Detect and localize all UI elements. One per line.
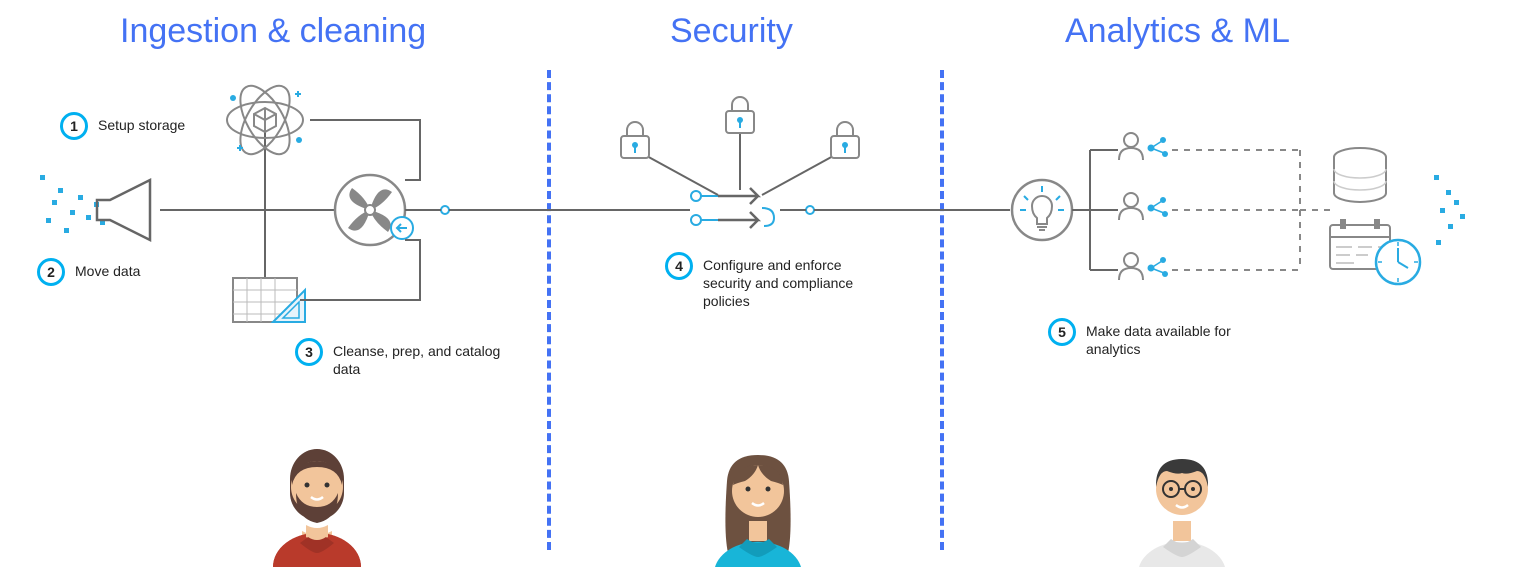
step-badge: 1 — [60, 112, 88, 140]
lock-icon-2 — [726, 97, 754, 133]
step-4: 4 Configure and enforce security and com… — [665, 252, 883, 311]
step-badge: 4 — [665, 252, 693, 280]
step-label: Move data — [75, 258, 140, 280]
step-label: Cleanse, prep, and catalog data — [333, 338, 513, 378]
step-3: 3 Cleanse, prep, and catalog data — [295, 338, 513, 378]
lock-icon-1 — [621, 122, 649, 158]
user-network-icon-3 — [1119, 253, 1168, 280]
step-label: Make data available for analytics — [1086, 318, 1266, 358]
funnel-icon — [97, 180, 150, 240]
step-2: 2 Move data — [37, 258, 140, 286]
step-1: 1 Setup storage — [60, 112, 185, 140]
blueprint-icon — [233, 278, 305, 322]
fan-icon — [335, 175, 413, 245]
step-badge: 5 — [1048, 318, 1076, 346]
data-particles-icon — [40, 175, 105, 233]
persona-engineer — [262, 427, 372, 567]
output-particles-icon — [1434, 175, 1465, 245]
lock-icon-3 — [831, 122, 859, 158]
step-5: 5 Make data available for analytics — [1048, 318, 1266, 358]
step-badge: 3 — [295, 338, 323, 366]
step-label: Setup storage — [98, 112, 185, 134]
lightbulb-icon — [1012, 180, 1072, 240]
persona-security — [703, 427, 813, 567]
user-network-icon-2 — [1119, 193, 1168, 220]
persona-analyst — [1127, 427, 1237, 567]
step-badge: 2 — [37, 258, 65, 286]
step-label: Configure and enforce security and compl… — [703, 252, 883, 311]
user-network-icon-1 — [1119, 133, 1168, 160]
clock-icon — [1376, 240, 1420, 284]
database-icon — [1334, 148, 1386, 202]
routing-icon — [691, 188, 774, 228]
